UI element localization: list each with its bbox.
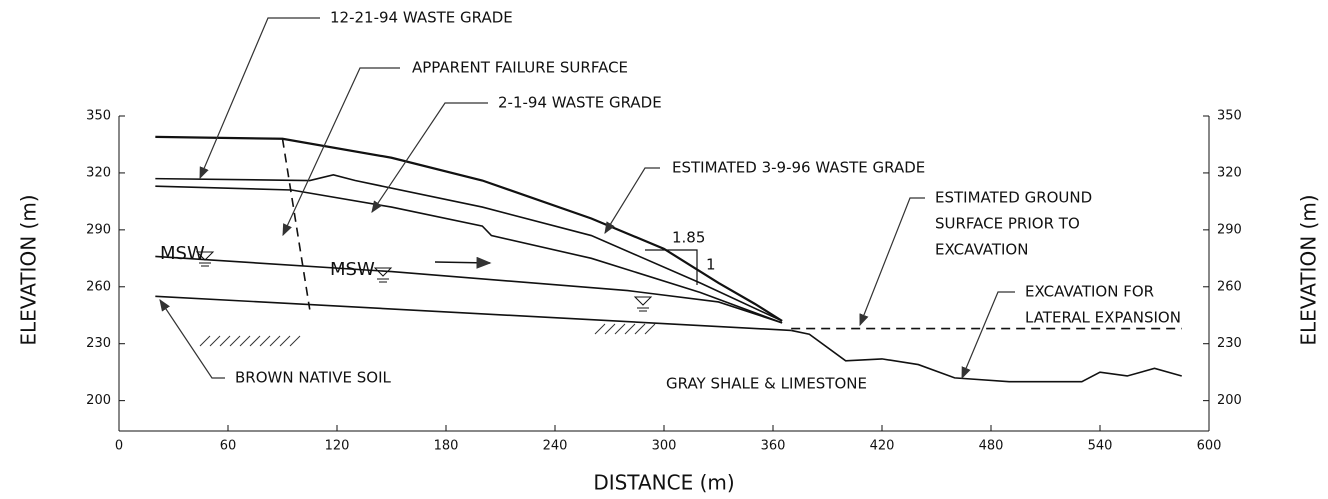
x-tick-label: 480	[979, 439, 1004, 454]
y-tick-label: 260	[86, 279, 111, 294]
annotation: ESTIMATED GROUND	[935, 189, 1092, 207]
y2-tick-label: 350	[1217, 109, 1242, 124]
hatch	[625, 324, 635, 334]
y-tick-label: 230	[86, 336, 111, 351]
y-tick-label: 320	[86, 165, 111, 180]
x-axis-title: DISTANCE (m)	[593, 471, 734, 495]
annotation: BROWN NATIVE SOIL	[235, 369, 392, 387]
x-tick-label: 360	[761, 439, 786, 454]
y-tick-label: 290	[86, 222, 111, 237]
hatch	[240, 336, 250, 346]
series-line	[155, 175, 782, 321]
x-tick-label: 0	[115, 439, 123, 454]
y-tick-label: 350	[86, 109, 111, 124]
water-symbol	[635, 297, 651, 311]
x-tick-label: 420	[870, 439, 895, 454]
y-axis-title: ELEVATION (m)	[17, 194, 41, 345]
hatch	[595, 324, 605, 334]
hatch	[210, 336, 220, 346]
x-tick-label: 60	[220, 439, 237, 454]
flow-arrow	[435, 262, 490, 263]
annotation: 1	[706, 256, 716, 274]
hatch	[230, 336, 240, 346]
annotation: ESTIMATED 3-9-96 WASTE GRADE	[672, 159, 925, 177]
hatch	[635, 324, 645, 334]
annotation: SURFACE PRIOR TO	[935, 215, 1080, 233]
hatch	[280, 336, 290, 346]
x-tick-label: 120	[325, 439, 350, 454]
leader	[962, 292, 1015, 378]
hatch	[220, 336, 230, 346]
leader	[860, 198, 925, 325]
leader	[160, 300, 225, 378]
annotation: 2-1-94 WASTE GRADE	[498, 94, 662, 112]
annotation: LATERAL EXPANSION	[1025, 309, 1181, 327]
y-tick-label: 200	[86, 393, 111, 408]
x-tick-label: 180	[434, 439, 459, 454]
slope-triangle	[645, 250, 697, 285]
leader	[283, 68, 400, 235]
x-tick-label: 240	[543, 439, 568, 454]
annotation: EXCAVATION	[935, 241, 1028, 259]
annotation: EXCAVATION FOR	[1025, 283, 1154, 301]
series-line	[155, 186, 782, 323]
hatch	[260, 336, 270, 346]
hatch	[200, 336, 210, 346]
y2-tick-label: 320	[1217, 165, 1242, 180]
series-line	[155, 296, 791, 330]
page: {"chart_data":{"type":"line", "xlabel":"…	[0, 0, 1328, 499]
leader	[605, 168, 660, 233]
annotation: MSW	[330, 259, 375, 280]
x-tick-label: 300	[652, 439, 677, 454]
y2-axis-title: ELEVATION (m)	[1297, 194, 1321, 345]
hatch	[290, 336, 300, 346]
y2-tick-label: 290	[1217, 222, 1242, 237]
series-line	[283, 139, 310, 310]
x-tick-label: 600	[1197, 439, 1222, 454]
leader	[200, 18, 320, 178]
y2-tick-label: 230	[1217, 336, 1242, 351]
hatch	[645, 324, 655, 334]
chart: DISTANCE (m) ELEVATION (m) ELEVATION (m)…	[0, 0, 1328, 499]
hatch	[615, 324, 625, 334]
annotation: 12-21-94 WASTE GRADE	[330, 9, 513, 27]
y2-tick-label: 260	[1217, 279, 1242, 294]
hatch	[270, 336, 280, 346]
hatch	[250, 336, 260, 346]
annotation: APPARENT FAILURE SURFACE	[412, 59, 628, 77]
x-tick-label: 540	[1088, 439, 1113, 454]
annotation: GRAY SHALE & LIMESTONE	[666, 375, 867, 393]
annotation: 1.85	[672, 229, 705, 247]
water-symbol	[375, 268, 391, 282]
y2-tick-label: 200	[1217, 393, 1242, 408]
hatch	[605, 324, 615, 334]
